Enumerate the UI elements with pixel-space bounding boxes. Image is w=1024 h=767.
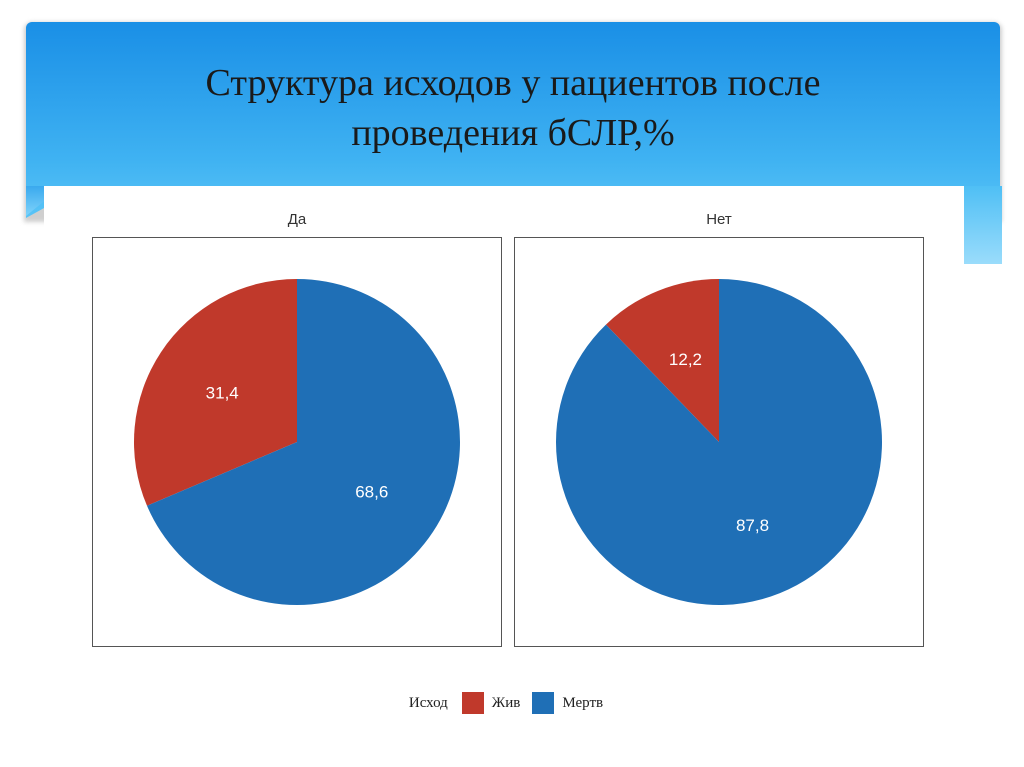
panel-title-net: Нет (706, 211, 732, 228)
banner-curl-right (964, 186, 1002, 264)
pie-chart-da: 31,4 68,6 (134, 279, 461, 605)
pie-value-label-dead: 68,6 (355, 482, 388, 501)
pie-panel-da: 31,4 68,6 (92, 237, 502, 647)
pie-value-label-dead: 87,8 (736, 516, 769, 535)
pie-slice-alive (605, 279, 719, 442)
legend-label-dead: Мертв (562, 694, 604, 711)
pie-slice-dead (147, 279, 461, 605)
pie-value-label-alive: 12,2 (669, 350, 702, 369)
slide-title: Структура исходов у пациентов после пров… (60, 58, 966, 158)
pie-chart-net: 12,2 87,8 (556, 279, 882, 605)
legend-swatch-dead (532, 692, 555, 714)
legend-item-dead: Мертв (532, 692, 603, 714)
pie-panel-net: 12,2 87,8 (514, 237, 924, 647)
panel-title-da: Да (287, 211, 307, 228)
pie-slice-alive (134, 279, 297, 506)
legend-title: Исход (408, 694, 448, 711)
slide-title-line-2: проведения бСЛР,% (351, 112, 675, 154)
legend-swatch-alive (461, 692, 484, 714)
title-banner (26, 22, 1000, 218)
legend-item-alive: Жив (461, 692, 521, 714)
pie-slice-dead (556, 279, 882, 605)
chart-legend: Исход Жив Мертв (0, 690, 1024, 716)
slide-title-line-1: Структура исходов у пациентов после (205, 62, 821, 104)
pie-value-label-alive: 31,4 (206, 384, 239, 403)
legend-label-alive: Жив (491, 694, 521, 711)
